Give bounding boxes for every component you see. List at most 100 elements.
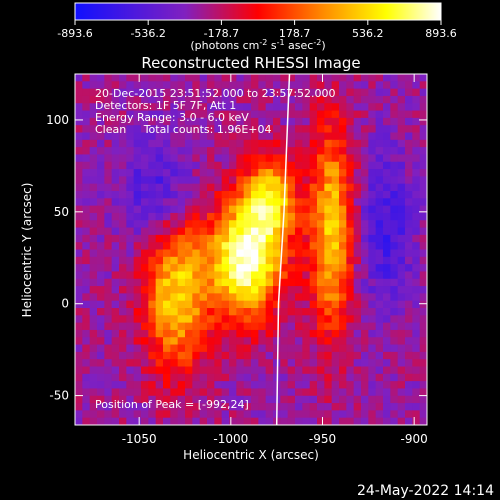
heatmap-cell: [170, 110, 179, 119]
heatmap-cell: [273, 161, 281, 170]
heatmap-cell: [89, 373, 98, 382]
heatmap-cell: [405, 249, 413, 258]
heatmap-cell: [111, 88, 120, 97]
heatmap-cell: [133, 147, 142, 155]
heatmap-cell: [214, 161, 223, 170]
heatmap-cell: [148, 139, 157, 148]
heatmap-cell: [302, 366, 311, 375]
heatmap-cell: [141, 117, 149, 126]
heatmap-cell: [89, 256, 98, 265]
heatmap-cell: [75, 351, 83, 360]
heatmap-cell: [295, 227, 303, 236]
heatmap-cell: [375, 103, 384, 111]
heatmap-cell: [192, 410, 201, 419]
heatmap-cell: [148, 249, 157, 258]
heatmap-cell: [170, 147, 179, 155]
heatmap-cell: [353, 139, 362, 148]
heatmap-cell: [89, 139, 98, 148]
heatmap-cell: [177, 220, 186, 228]
plot-area: [75, 74, 427, 425]
heatmap-cell: [265, 373, 274, 382]
heatmap-cell: [133, 286, 142, 294]
heatmap-cell: [353, 74, 362, 82]
heatmap-cell: [397, 322, 406, 331]
heatmap-cell: [346, 308, 355, 316]
heatmap-cell: [126, 132, 135, 141]
heatmap-cell: [155, 293, 164, 302]
heatmap-cell: [104, 132, 113, 141]
heatmap-cell: [273, 249, 281, 258]
heatmap-cell: [243, 169, 252, 177]
heatmap-cell: [170, 329, 179, 338]
heatmap-cell: [419, 344, 427, 353]
heatmap-cell: [214, 198, 223, 207]
timestamp: 24-May-2022 14:14: [357, 483, 494, 499]
heatmap-cell: [295, 308, 303, 316]
heatmap-cell: [251, 132, 259, 141]
heatmap-cell: [111, 395, 120, 404]
heatmap-cell: [258, 417, 267, 425]
heatmap-cell: [361, 403, 369, 411]
heatmap-cell: [295, 286, 303, 294]
heatmap-cell: [375, 322, 384, 331]
heatmap-cell: [214, 359, 223, 367]
heatmap-cell: [177, 95, 186, 104]
heatmap-cell: [273, 286, 281, 294]
heatmap-cell: [236, 271, 245, 280]
heatmap-cell: [148, 410, 157, 419]
heatmap-cell: [199, 169, 208, 177]
heatmap-cell: [75, 337, 83, 345]
heatmap-cell: [302, 176, 311, 185]
chart-title: Reconstructed RHESSI Image: [141, 54, 360, 72]
heatmap-cell: [133, 322, 142, 331]
heatmap-cell: [119, 161, 127, 170]
heatmap-cell: [258, 234, 267, 243]
heatmap-cell: [192, 395, 201, 404]
heatmap-cell: [199, 264, 208, 272]
heatmap-cell: [397, 227, 406, 236]
heatmap-cell: [397, 410, 406, 419]
heatmap-cell: [397, 74, 406, 82]
heatmap-cell: [339, 308, 347, 316]
heatmap-cell: [331, 373, 340, 382]
heatmap-cell: [280, 403, 289, 411]
heatmap-cell: [346, 271, 355, 280]
heatmap-cell: [221, 234, 230, 243]
heatmap-cell: [133, 95, 142, 104]
heatmap-cell: [390, 125, 399, 133]
heatmap-cell: [265, 271, 274, 280]
heatmap-cell: [119, 344, 127, 353]
heatmap-cell: [75, 286, 83, 294]
heatmap-cell: [331, 154, 340, 163]
heatmap-cell: [119, 154, 127, 163]
heatmap-cell: [229, 242, 237, 250]
heatmap-cell: [295, 125, 303, 133]
heatmap-cell: [405, 264, 413, 272]
heatmap-cell: [419, 132, 427, 141]
heatmap-cell: [141, 308, 149, 316]
heatmap-cell: [287, 161, 296, 170]
heatmap-cell: [324, 337, 333, 345]
heatmap-cell: [273, 337, 281, 345]
heatmap-cell: [361, 212, 369, 221]
heatmap-cell: [419, 147, 427, 155]
heatmap-cell: [346, 205, 355, 214]
heatmap-cell: [119, 176, 127, 185]
heatmap-cell: [317, 183, 325, 192]
heatmap-cell: [405, 322, 413, 331]
heatmap-cell: [207, 293, 215, 302]
heatmap-cell: [148, 125, 157, 133]
heatmap-cell: [390, 410, 399, 419]
heatmap-cell: [390, 95, 399, 104]
heatmap-cell: [309, 198, 318, 207]
heatmap-cell: [353, 286, 362, 294]
heatmap-cell: [199, 315, 208, 324]
heatmap-cell: [361, 293, 369, 302]
heatmap-cell: [185, 154, 193, 163]
heatmap-cell: [236, 176, 245, 185]
heatmap-cell: [302, 300, 311, 309]
heatmap-cell: [243, 74, 252, 82]
heatmap-cell: [82, 132, 91, 141]
heatmap-cell: [251, 220, 259, 228]
heatmap-cell: [273, 191, 281, 199]
